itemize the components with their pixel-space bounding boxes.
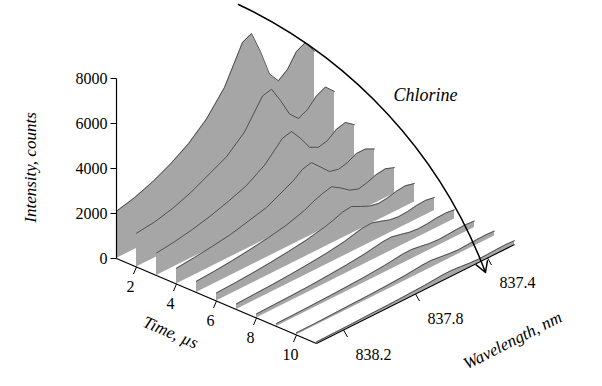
- svg-text:Time, µs: Time, µs: [140, 312, 201, 352]
- svg-text:0: 0: [100, 250, 108, 267]
- svg-text:837.4: 837.4: [500, 274, 536, 291]
- svg-text:8000: 8000: [76, 70, 108, 87]
- svg-text:8: 8: [247, 329, 255, 346]
- svg-text:Intensity, counts: Intensity, counts: [21, 112, 40, 224]
- svg-text:838.2: 838.2: [356, 346, 392, 363]
- svg-text:Wavelength, nm: Wavelength, nm: [460, 307, 565, 373]
- svg-text:6000: 6000: [76, 115, 108, 132]
- svg-text:10: 10: [283, 346, 299, 363]
- svg-text:2000: 2000: [76, 205, 108, 222]
- svg-text:4: 4: [167, 295, 175, 312]
- svg-text:Chlorine: Chlorine: [393, 85, 457, 105]
- svg-text:6: 6: [207, 312, 215, 329]
- svg-text:837.8: 837.8: [428, 310, 464, 327]
- svg-text:2: 2: [127, 278, 135, 295]
- svg-text:4000: 4000: [76, 160, 108, 177]
